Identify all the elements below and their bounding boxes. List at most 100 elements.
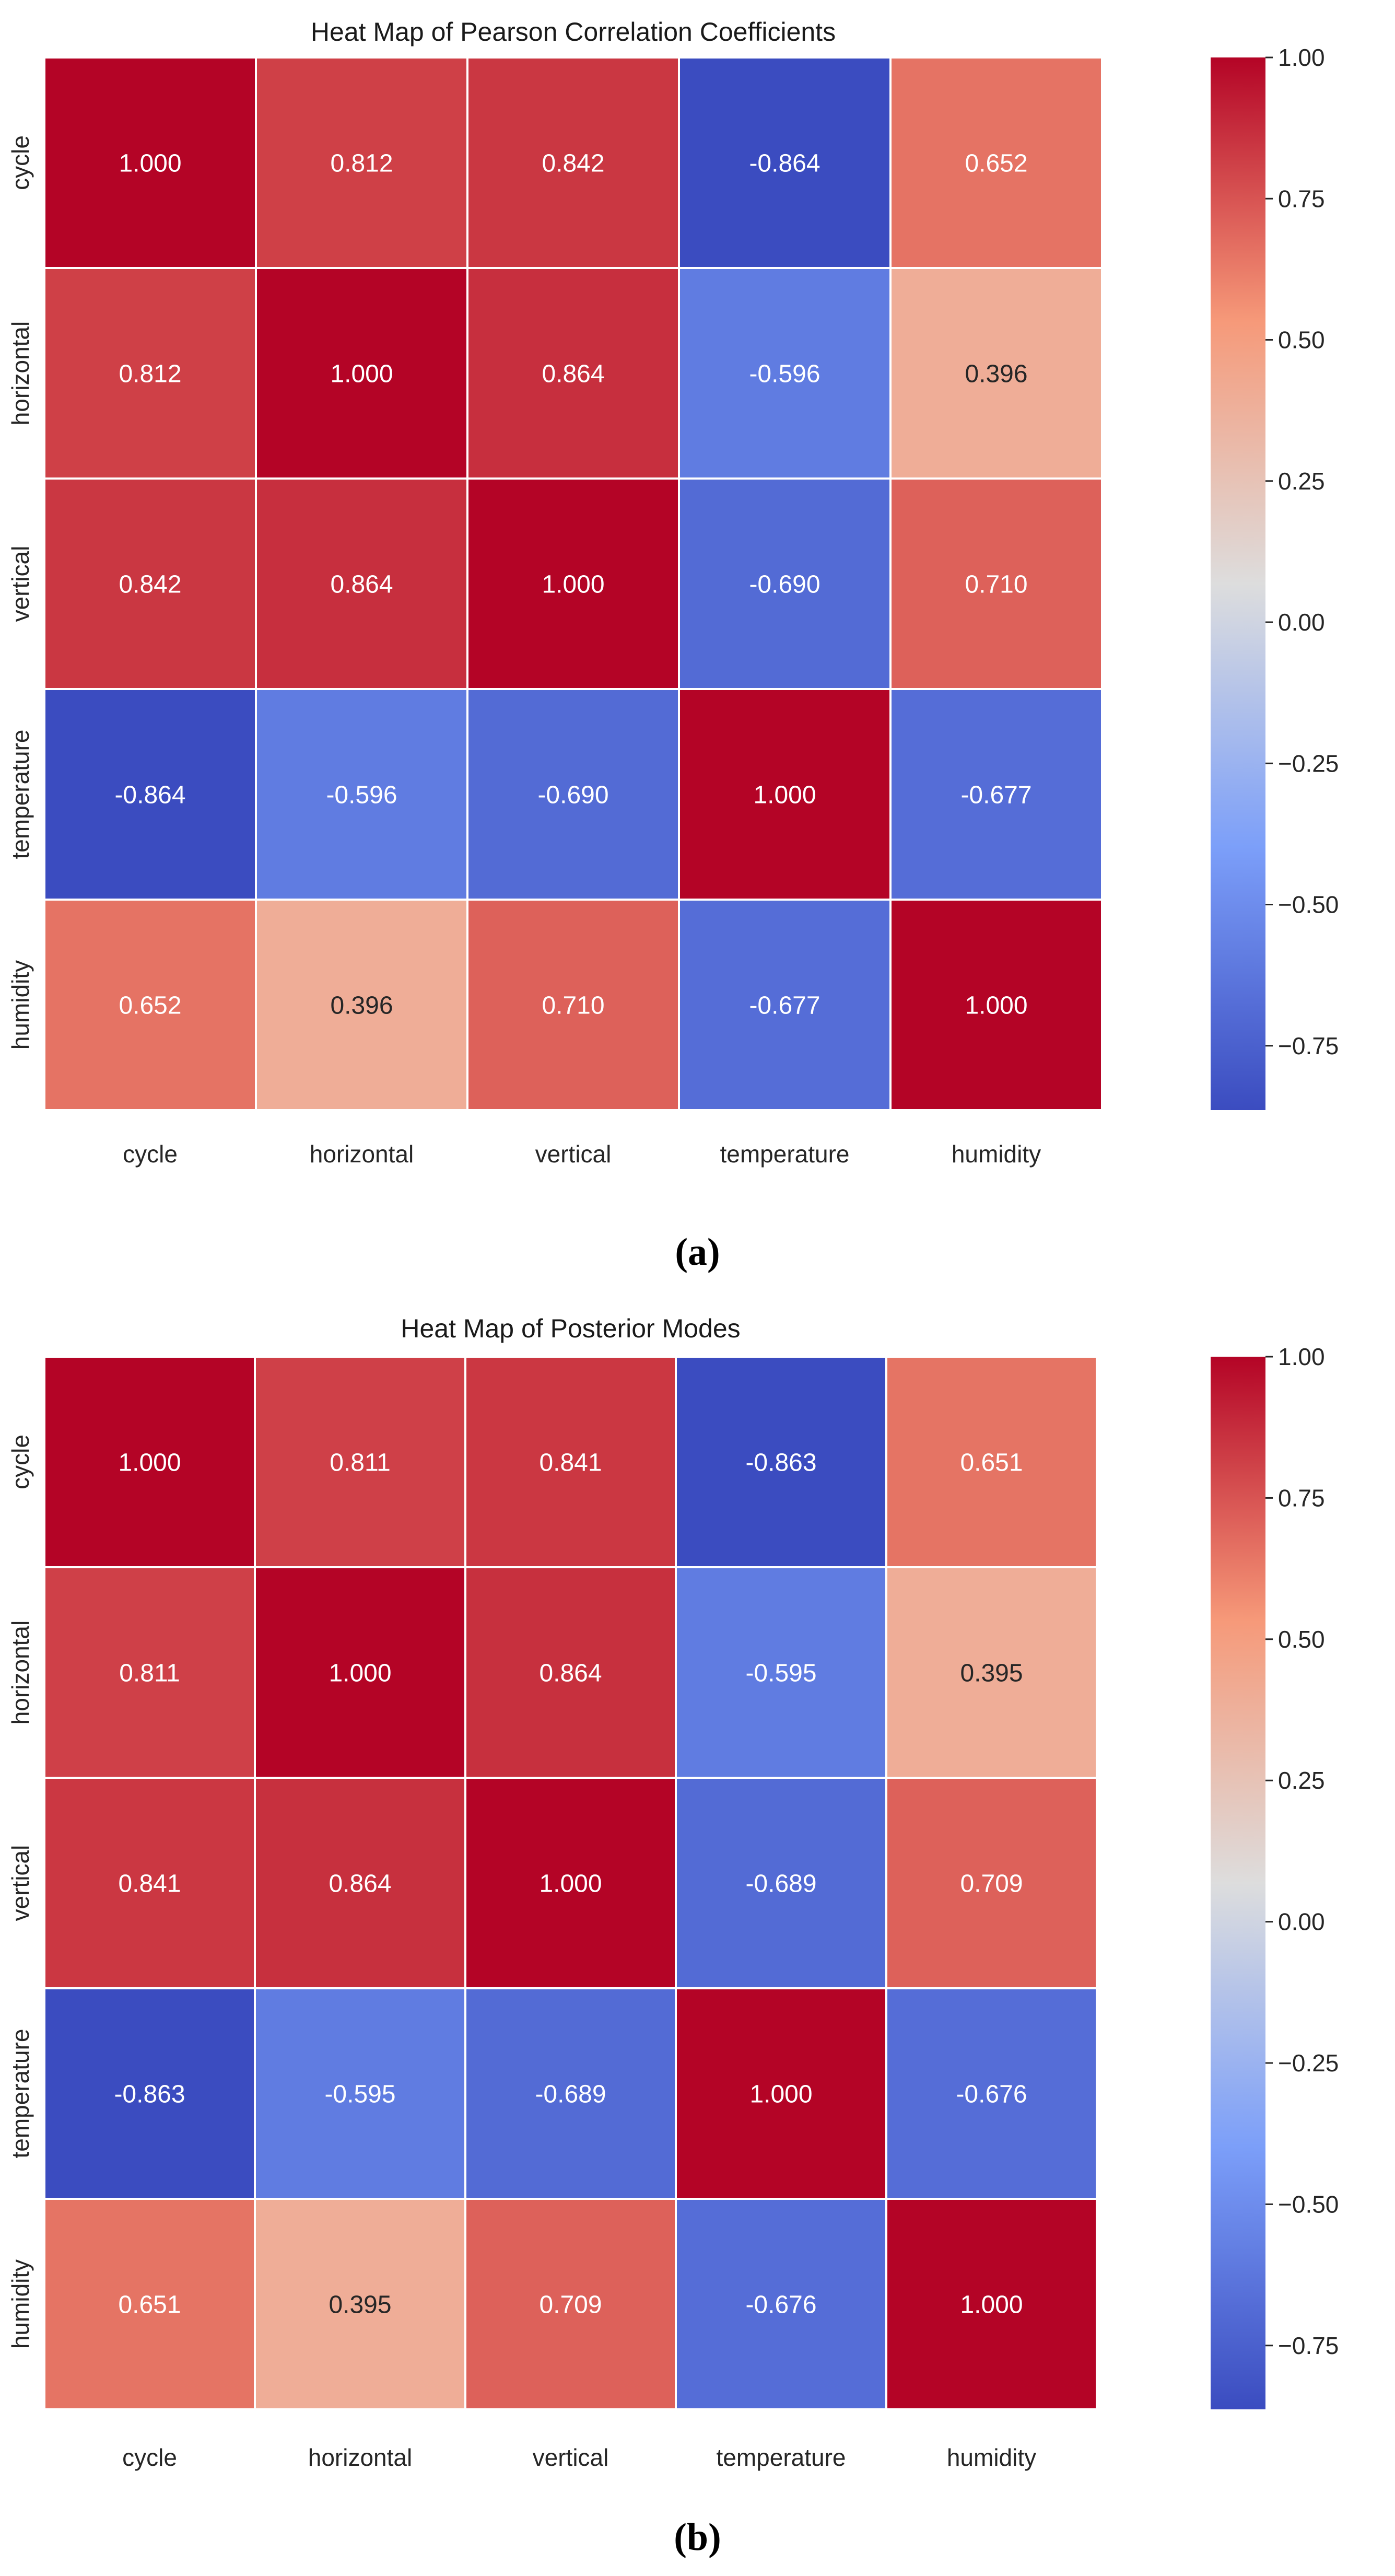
colorbar-tick-label: −0.25 (1278, 2049, 1339, 2077)
colorbar-tick-label: 0.75 (1278, 1484, 1325, 1511)
cell-value-label: -0.690 (537, 782, 608, 809)
heatmap-cell-humidity-cycle (43, 2198, 256, 2410)
cell-value-label: -0.864 (749, 150, 820, 178)
cell-value-label: 1.000 (749, 2081, 812, 2108)
heatmap-cell-temperature-vertical (464, 1987, 677, 2200)
heatmap-cell-vertical-humidity (889, 477, 1103, 690)
heatmap-cell-vertical-temperature (678, 477, 892, 690)
row-label-horizontal: horizontal (7, 321, 34, 425)
cell-value-label: 0.864 (539, 1660, 602, 1687)
caption-a: (a) (0, 1230, 1395, 1275)
cell-value-label: 0.842 (119, 571, 181, 599)
heatmap-cell-horizontal-vertical (464, 1566, 677, 1779)
col-label-vertical: vertical (535, 1140, 612, 1168)
heatmap-cell-humidity-horizontal (254, 2198, 466, 2410)
heatmap-cell-vertical-humidity (885, 1777, 1098, 1989)
cell-value-label: 1.000 (542, 571, 604, 599)
cell-value-label: 1.000 (119, 150, 181, 178)
cell-value-label: -0.689 (535, 2081, 606, 2108)
cell-value-label: 1.000 (118, 1449, 181, 1477)
cell-value-label: 0.395 (329, 2291, 391, 2319)
cell-value-label: -0.596 (749, 360, 820, 388)
row-label-vertical: vertical (7, 546, 34, 622)
heatmap-cell-cycle-vertical (466, 56, 680, 269)
caption-b: (b) (0, 2515, 1395, 2560)
caption-b-text: (b) (674, 2516, 721, 2559)
row-label-temperature: temperature (7, 2029, 34, 2158)
chart-title: Heat Map of Posterior Modes (401, 1314, 740, 1343)
heatmap-cell-temperature-humidity (889, 688, 1103, 901)
cell-value-label: 0.864 (542, 360, 604, 388)
row-label-cycle: cycle (7, 1435, 34, 1489)
cell-value-label: -0.595 (324, 2081, 395, 2108)
heatmap-cell-cycle-horizontal (255, 56, 468, 269)
colorbar-tick-label: 0.00 (1278, 1908, 1325, 1936)
col-label-horizontal: horizontal (308, 2444, 412, 2471)
caption-a-text: (a) (675, 1231, 720, 1274)
colorbar (1211, 1357, 1265, 2409)
colorbar-tick-label: 0.50 (1278, 1626, 1325, 1653)
cell-value-label: 0.709 (960, 1870, 1023, 1898)
row-label-cycle: cycle (7, 135, 34, 190)
colorbar-tick-label: 0.25 (1278, 468, 1325, 495)
heatmap-cell-humidity-cycle (43, 899, 257, 1111)
cell-value-label: -0.677 (960, 782, 1031, 809)
heatmap-cell-humidity-vertical (466, 899, 680, 1111)
pearson-heatmap-chart: Heat Map of Pearson Correlation Coeffici… (7, 17, 1339, 1168)
heatmap-cell-humidity-temperature (675, 2198, 887, 2410)
heatmap-cell-vertical-temperature (675, 1777, 887, 1989)
row-label-humidity: humidity (7, 2259, 34, 2349)
col-label-temperature: temperature (716, 2444, 846, 2471)
posterior-modes-heatmap-chart: Heat Map of Posterior Modes 1.000 0.811 0.8… (7, 1314, 1339, 2471)
heatmap-cell-temperature-cycle (43, 688, 257, 901)
heatmap-cell-cycle-temperature (675, 1356, 887, 1568)
cell-value-label: 1.000 (960, 2291, 1023, 2319)
cell-value-label: 0.864 (330, 571, 393, 599)
row-label-vertical: vertical (7, 1845, 34, 1921)
cell-value-label: 0.841 (118, 1870, 181, 1898)
cell-value-label: 0.396 (965, 360, 1027, 388)
heatmap-cell-humidity-horizontal (255, 899, 468, 1111)
col-label-humidity: humidity (947, 2444, 1036, 2471)
cell-value-label: -0.676 (956, 2081, 1027, 2108)
colorbar-tick-label: −0.50 (1278, 891, 1339, 918)
heatmap-cell-horizontal-humidity (885, 1566, 1098, 1779)
cell-value-label: 1.000 (539, 1870, 602, 1898)
cell-value-label: -0.676 (745, 2291, 816, 2319)
cell-value-label: 0.811 (119, 1660, 180, 1687)
cell-value-label: 0.652 (119, 992, 181, 1020)
cell-value-label: -0.863 (745, 1449, 816, 1477)
heatmap-cell-horizontal-horizontal (254, 1566, 466, 1779)
cell-value-label: -0.595 (745, 1660, 816, 1687)
heatmap-cell-temperature-horizontal (255, 688, 468, 901)
col-label-vertical: vertical (533, 2444, 609, 2471)
heatmap-cell-horizontal-temperature (675, 1566, 887, 1779)
colorbar-tick-label: 0.00 (1278, 609, 1325, 636)
row-label-temperature: temperature (7, 729, 34, 859)
colorbar-tick-label: 0.75 (1278, 185, 1325, 212)
cell-value-label: 1.000 (753, 782, 816, 809)
colorbar-tick-label: −0.50 (1278, 2190, 1339, 2218)
chart-title: Heat Map of Pearson Correlation Coeffici… (311, 17, 836, 46)
heatmap-panel-a: Heat Map of Pearson Correlation Coeffici… (0, 17, 1395, 1275)
col-label-temperature: temperature (720, 1140, 849, 1168)
cell-value-label: 0.812 (119, 360, 181, 388)
cell-value-label: 0.812 (330, 150, 393, 178)
heatmap-cell-horizontal-cycle (43, 267, 257, 480)
colorbar-tick-label: 1.00 (1278, 1343, 1325, 1370)
cell-value-label: -0.690 (749, 571, 820, 599)
col-label-horizontal: horizontal (310, 1140, 414, 1168)
colorbar-tick-label: −0.25 (1278, 750, 1339, 777)
cell-value-label: 0.710 (965, 571, 1027, 599)
heatmap-cell-humidity-humidity (885, 2198, 1098, 2410)
cell-value-label: 0.651 (960, 1449, 1023, 1477)
heatmap-cell-horizontal-humidity (889, 267, 1103, 480)
cell-value-label: -0.596 (326, 782, 397, 809)
row-label-horizontal: horizontal (7, 1621, 34, 1724)
heatmap-cell-vertical-vertical (466, 477, 680, 690)
cell-value-label: 0.841 (539, 1449, 602, 1477)
heatmap-cell-cycle-temperature (678, 56, 892, 269)
heatmap-cell-temperature-temperature (675, 1987, 887, 2200)
cell-value-label: 0.395 (960, 1660, 1023, 1687)
cell-value-label: -0.863 (114, 2081, 185, 2108)
